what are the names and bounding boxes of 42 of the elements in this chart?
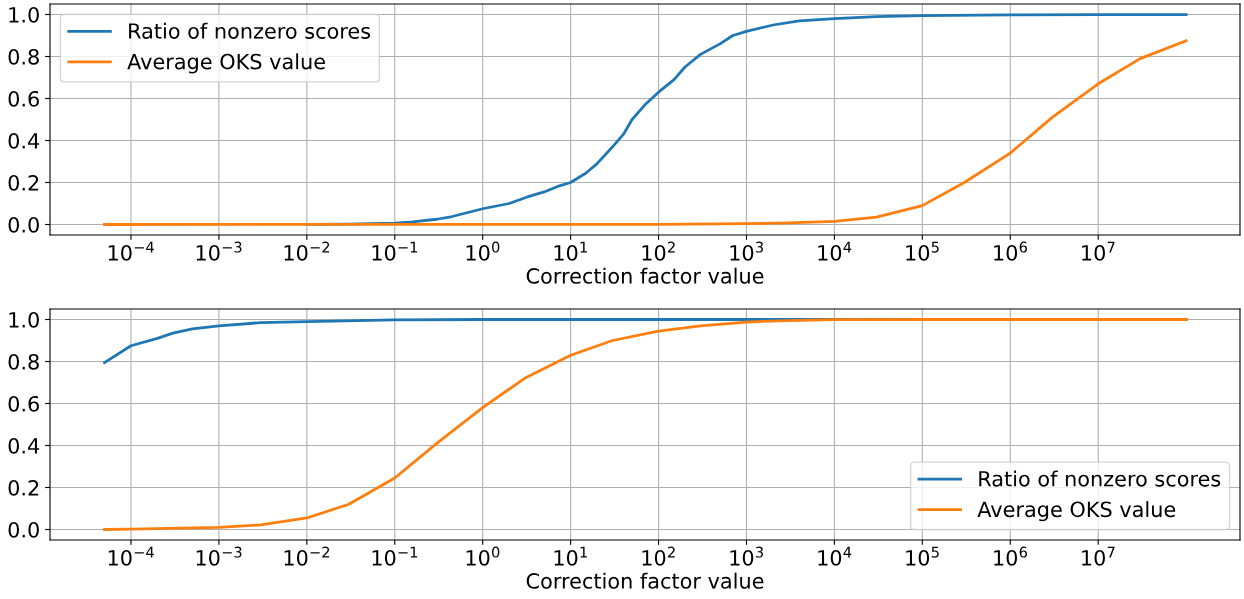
- x-tick-label: 10$^{5}$: [906, 546, 939, 566]
- x-axis-title: Correction factor value: [526, 572, 764, 589]
- x-axis-title: Correction factor value: [526, 267, 764, 284]
- x-tick-label: 10$^{3}$: [730, 546, 763, 566]
- x-tick-label: 10$^{−4}$: [108, 241, 154, 261]
- y-tick-label: 1.0: [9, 6, 39, 23]
- y-tick-label: 0.2: [8, 174, 39, 191]
- x-tick-label: 10$^{−4}$: [108, 546, 154, 566]
- y-tick-label: 0.8: [8, 353, 39, 370]
- x-tick-label: 10$^{−1}$: [372, 546, 418, 566]
- y-tick-label: 0.8: [8, 48, 39, 65]
- x-tick-label: 10$^{1}$: [554, 241, 587, 261]
- legend-label: Ratio of nonzero scores: [129, 22, 371, 39]
- y-tick-label: 0.4: [8, 437, 40, 454]
- x-tick-label: 10$^{2}$: [642, 546, 675, 566]
- x-tick-label: 10$^{4}$: [818, 546, 852, 566]
- x-tick-label: 10$^{−3}$: [196, 546, 242, 566]
- x-tick-label: 10$^{−3}$: [196, 241, 242, 261]
- x-tick-label: 10$^{6}$: [994, 546, 1027, 566]
- x-tick-label: 10$^{−1}$: [372, 241, 418, 261]
- x-tick-label: 10$^{0}$: [466, 546, 500, 566]
- legend-label: Average OKS value: [127, 53, 325, 74]
- y-tick-label: 0.0: [8, 216, 39, 233]
- legend-label: Ratio of nonzero scores: [979, 470, 1221, 487]
- y-tick-label: 1.0: [9, 311, 39, 328]
- y-tick-label: 0.6: [8, 90, 39, 107]
- x-tick-label: 10$^{7}$: [1082, 546, 1115, 566]
- x-tick-label: 10$^{7}$: [1082, 241, 1115, 261]
- y-tick-label: 0.2: [8, 479, 39, 496]
- x-tick-label: 10$^{5}$: [906, 241, 939, 261]
- x-tick-label: 10$^{0}$: [466, 241, 500, 261]
- x-tick-label: 10$^{1}$: [554, 546, 587, 566]
- x-tick-label: 10$^{6}$: [994, 241, 1027, 261]
- x-tick-label: 10$^{−2}$: [284, 546, 330, 566]
- y-tick-label: 0.0: [8, 521, 39, 538]
- x-tick-label: 10$^{−2}$: [284, 241, 330, 261]
- y-tick-label: 0.6: [8, 395, 39, 412]
- x-tick-label: 10$^{3}$: [730, 241, 763, 261]
- legend-label: Average OKS value: [977, 501, 1176, 522]
- x-tick-label: 10$^{4}$: [818, 241, 852, 261]
- y-tick-label: 0.4: [8, 132, 40, 149]
- x-tick-label: 10$^{2}$: [642, 241, 675, 261]
